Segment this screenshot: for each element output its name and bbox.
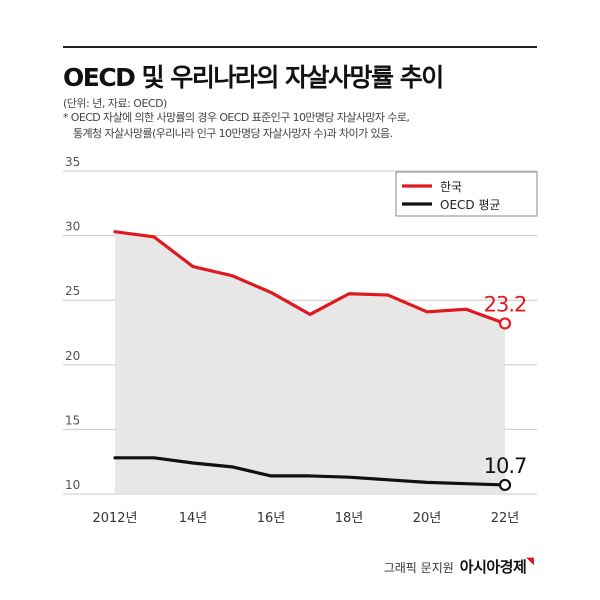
series-layer: 23.2 10.7	[113, 230, 527, 492]
unit-note: (단위: 년, 자료: OECD)	[63, 97, 167, 110]
y-axis-ticks: 10 15 20 25 30 35	[65, 155, 80, 492]
y-tick-label: 10	[65, 478, 80, 492]
korea-end-label: 23.2	[484, 292, 527, 316]
legend-label: OECD 평균	[440, 198, 501, 212]
brand-logo: 아시아경제	[459, 558, 527, 576]
y-tick-label: 15	[65, 413, 80, 427]
x-axis-ticks: 2012년 14년 16년 18년 20년 22년	[92, 511, 519, 526]
korea-area-fill	[115, 231, 505, 494]
x-tick-label: 16년	[257, 511, 286, 526]
korea-line	[113, 230, 507, 326]
footnote-line-2: 통계청 자살사망률(우리나라 인구 10만명당 자살사망자 수)과 차이가 있음…	[73, 127, 393, 140]
x-tick-label: 20년	[413, 511, 442, 526]
legend-label: 한국	[440, 180, 462, 194]
oecd-line	[113, 456, 507, 487]
x-tick-label: 22년	[491, 511, 520, 526]
credit: 그래픽 문지원 아시아경제◥	[384, 556, 534, 577]
legend-box	[395, 171, 538, 217]
y-tick-label: 20	[65, 349, 80, 363]
chart-title: OECD 및 우리나라의 자살사망률 추이	[63, 63, 444, 92]
y-tick-label: 35	[65, 155, 80, 169]
footnote: * OECD 자살에 의한 사망률의 경우 OECD 표준인구 10만명당 자살…	[63, 110, 543, 142]
korea-end-marker	[498, 317, 512, 330]
title-rule	[63, 46, 537, 48]
y-tick-label: 30	[65, 220, 80, 234]
footnote-line-1: * OECD 자살에 의한 사망률의 경우 OECD 표준인구 10만명당 자살…	[63, 111, 410, 124]
y-tick-label: 25	[65, 284, 80, 298]
legend: 한국 OECD 평균	[395, 171, 538, 217]
x-tick-label: 14년	[179, 511, 208, 526]
credit-text: 그래픽 문지원	[383, 561, 454, 575]
oecd-end-label: 10.7	[484, 454, 527, 478]
x-tick-label: 2012년	[92, 511, 137, 526]
brand-mark-icon: ◥	[526, 556, 534, 567]
oecd-end-marker	[498, 478, 512, 492]
area-layer	[115, 231, 505, 494]
x-tick-label: 18년	[335, 511, 364, 526]
